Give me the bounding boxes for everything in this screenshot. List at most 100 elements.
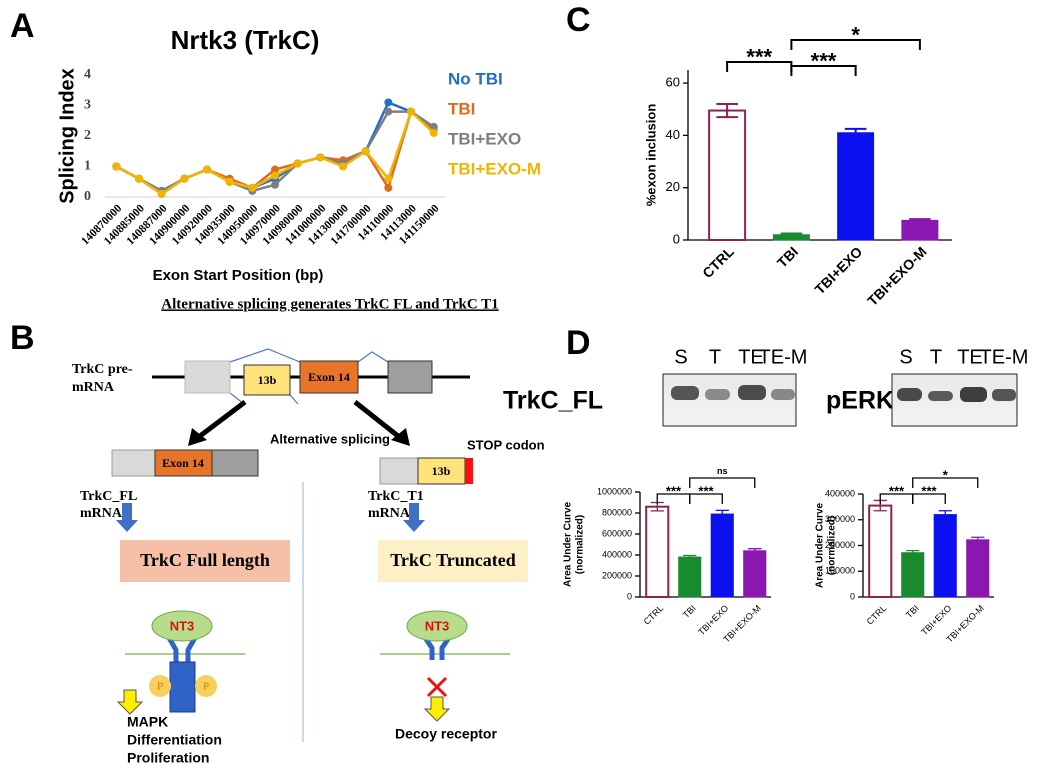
significance-bracket (790, 65, 857, 76)
point (203, 165, 211, 174)
panel-letter: A (10, 7, 35, 45)
significance-bracket (689, 493, 723, 504)
panel-letter: B (10, 319, 35, 357)
x-tick-label: TBI (774, 243, 801, 270)
x-tick-label: TBI+EXO-M (864, 243, 929, 308)
significance-bracket (790, 39, 921, 50)
gel-band (897, 388, 922, 401)
significance-label: ns (717, 466, 728, 476)
y-tick-label: 0 (673, 231, 680, 246)
splice-junction (289, 394, 299, 405)
ligand (151, 610, 213, 642)
exon (154, 449, 213, 477)
significance-bracket (912, 477, 979, 488)
bar (710, 513, 734, 598)
point (157, 189, 166, 198)
y-tick-label: 20 (666, 179, 680, 194)
exon-label: Exon 14 (162, 456, 204, 470)
y-tick-label: 800000 (602, 507, 632, 517)
error-bar (780, 232, 803, 238)
bar (678, 556, 702, 598)
error-bar (906, 550, 920, 556)
legend-entry: TBI+EXO (448, 129, 521, 148)
y-axis-label: Splicing Index (56, 68, 78, 204)
error-bar (844, 127, 867, 138)
y-tick-label: 40 (666, 127, 680, 142)
x-tick-label: TBI (681, 603, 698, 620)
splicing-label: Alternative splicing (270, 431, 390, 446)
splicing-diagram: Alternative splicing generates TrkC FL a… (72, 296, 545, 765)
splice-junction (357, 351, 389, 363)
x-tick-label: CTRL (642, 603, 666, 627)
significance-label: *** (889, 483, 905, 498)
outcome: Decoy receptor (395, 726, 497, 742)
point (339, 162, 347, 171)
exon (243, 364, 291, 396)
exon (111, 449, 156, 477)
point (271, 180, 279, 189)
point (429, 122, 438, 131)
error-bar (938, 510, 952, 520)
outcome: Differentiation (127, 732, 222, 748)
error-bar (909, 218, 931, 223)
y-tick-label: 4 (84, 67, 91, 82)
point (429, 128, 438, 137)
x-tick-label: TBI+EXO (696, 603, 730, 637)
point (361, 147, 370, 156)
y-axis-label: (normalized) (827, 516, 838, 575)
mrna-label: TrkC_T1 (368, 489, 424, 504)
gel-band (671, 386, 699, 400)
receptor-kinase (169, 661, 196, 713)
phospho (195, 675, 217, 697)
lane-label: S (899, 346, 912, 368)
exon (379, 457, 419, 485)
point (248, 183, 257, 192)
ligand-label: NT3 (170, 618, 195, 633)
diagram-title: Alternative splicing generates TrkC FL a… (161, 296, 498, 312)
bar (901, 219, 939, 241)
ligand (406, 610, 468, 642)
legend-entry: TBI (448, 99, 475, 118)
mrna-label: mRNA (80, 506, 123, 521)
exon (299, 360, 359, 394)
significance-label: *** (698, 483, 714, 498)
lane-label: T (709, 346, 721, 368)
lane-label: S (674, 346, 687, 368)
significance-label: *** (666, 483, 682, 498)
bar (837, 132, 875, 241)
y-tick-label: 0 (850, 591, 855, 601)
lane-label: TE (738, 346, 764, 368)
gel-band (928, 391, 953, 401)
x-axis-label: Exon Start Position (bp) (153, 267, 324, 284)
exon-label: 13b (258, 373, 277, 387)
splice-junction (229, 348, 301, 363)
y-axis-label: %exon inclusion (643, 104, 658, 207)
point (293, 159, 302, 168)
point (316, 153, 325, 162)
y-tick-label: 200000 (825, 540, 855, 550)
significance-bracket (912, 493, 946, 504)
bar (933, 514, 957, 598)
stop-codon (465, 458, 473, 484)
significance-label: *** (921, 483, 937, 498)
gel-label: pERK (826, 387, 894, 415)
outcome: MAPK (127, 714, 168, 730)
bar (901, 552, 925, 598)
arrow (423, 696, 451, 722)
mrna-label: TrkC_FL (80, 489, 137, 504)
y-tick-label: 2 (84, 128, 91, 143)
lane-label: TE-M (759, 346, 808, 368)
y-axis-label: Area Under Curve (815, 503, 826, 588)
arrow (403, 503, 425, 532)
arrow (116, 503, 138, 532)
error-bar (971, 536, 985, 544)
error-bar (683, 554, 697, 560)
point (384, 98, 393, 107)
phospho-label: P (157, 681, 163, 693)
y-tick-label: 1 (84, 159, 91, 174)
bar (868, 504, 893, 598)
point (384, 183, 393, 192)
gel-label: TrkC_FL (503, 387, 603, 415)
significance-label: *** (746, 45, 772, 70)
